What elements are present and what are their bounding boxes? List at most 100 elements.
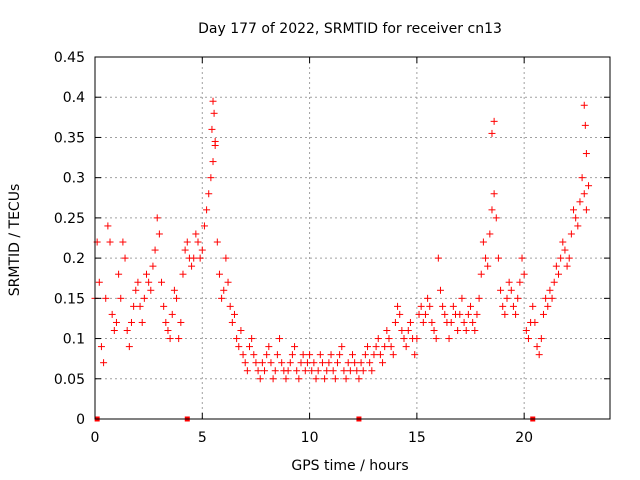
data-point <box>132 286 140 294</box>
data-point <box>503 294 511 302</box>
data-point <box>134 278 142 286</box>
data-point <box>402 343 410 351</box>
data-point <box>295 375 303 383</box>
data-point <box>368 367 376 375</box>
data-point <box>544 302 552 310</box>
data-point <box>119 238 127 246</box>
x-tick-label: 10 <box>301 430 319 446</box>
axes: 0 0.05 0.1 0.15 0.2 0.25 0.3 0.35 0.4 0.45 0 5 10 15 2… <box>54 50 610 446</box>
data-point <box>364 343 372 351</box>
data-point <box>138 318 146 326</box>
data-point <box>200 222 208 230</box>
data-point <box>210 109 218 117</box>
data-point <box>308 367 316 375</box>
data-point <box>288 351 296 359</box>
data-point <box>436 286 444 294</box>
data-point <box>372 343 380 351</box>
data-point <box>488 206 496 214</box>
data-point <box>428 318 436 326</box>
data-point <box>125 343 133 351</box>
data-point <box>276 335 284 343</box>
data-point <box>411 351 419 359</box>
data-point <box>467 302 475 310</box>
data-point <box>531 318 539 326</box>
data-point <box>567 230 575 238</box>
data-point <box>316 351 324 359</box>
data-point <box>177 318 185 326</box>
data-point <box>394 302 402 310</box>
data-point <box>267 359 275 367</box>
data-point <box>471 327 479 335</box>
data-point <box>263 351 271 359</box>
data-point <box>190 254 198 262</box>
data-point <box>250 351 258 359</box>
data-point <box>211 137 219 145</box>
x-axis-label: GPS time / hours <box>291 458 408 474</box>
data-point <box>490 117 498 125</box>
data-point <box>572 214 580 222</box>
y-axis-label: SRMTID / TECUs <box>7 184 23 297</box>
data-point <box>192 230 200 238</box>
data-point <box>108 310 116 318</box>
data-point <box>147 286 155 294</box>
data-point <box>183 238 191 246</box>
data-point <box>97 343 105 351</box>
data-point <box>581 121 589 129</box>
data-point <box>207 174 215 182</box>
data-point <box>421 310 429 318</box>
data-point <box>374 335 382 343</box>
data-point <box>112 318 120 326</box>
data-point <box>486 230 494 238</box>
data-point <box>312 375 320 383</box>
data-point <box>246 343 253 351</box>
data-point <box>127 318 135 326</box>
data-point <box>303 359 311 367</box>
data-point <box>490 190 498 198</box>
data-point <box>559 238 567 246</box>
data-point <box>293 367 301 375</box>
data-point <box>550 278 558 286</box>
data-point <box>336 351 344 359</box>
data-point <box>507 286 515 294</box>
data-point <box>220 286 228 294</box>
data-point <box>477 270 485 278</box>
data-point <box>100 359 108 367</box>
data-point <box>209 158 217 166</box>
data-point <box>417 302 425 310</box>
data-point <box>353 367 361 375</box>
data-point <box>404 327 412 335</box>
data-point <box>143 270 150 278</box>
data-point <box>164 327 172 335</box>
data-point <box>432 335 440 343</box>
data-point <box>173 294 181 302</box>
y-tick-label: 0.15 <box>54 291 85 307</box>
data-point <box>413 335 421 343</box>
data-point <box>514 294 522 302</box>
data-point <box>415 310 423 318</box>
data-point <box>434 254 442 262</box>
data-point <box>458 294 466 302</box>
data-point <box>188 262 196 270</box>
data-point <box>389 351 397 359</box>
data-point <box>447 318 455 326</box>
data-point <box>383 327 391 335</box>
data-point <box>512 310 520 318</box>
data-point <box>537 335 545 343</box>
data-point <box>570 206 578 214</box>
data-point <box>469 318 477 326</box>
data-point <box>160 302 168 310</box>
grid <box>95 57 610 419</box>
data-point <box>533 343 541 351</box>
data-point <box>582 150 590 158</box>
data-point <box>297 359 305 367</box>
data-point <box>494 254 502 262</box>
data-point <box>194 238 202 246</box>
data-point <box>121 254 129 262</box>
data-point <box>561 246 569 254</box>
data-point <box>396 310 404 318</box>
data-point <box>574 222 582 230</box>
data-point <box>333 359 341 367</box>
data-point <box>406 318 414 326</box>
y-tick-label: 0.4 <box>63 90 85 106</box>
data-point <box>224 278 232 286</box>
